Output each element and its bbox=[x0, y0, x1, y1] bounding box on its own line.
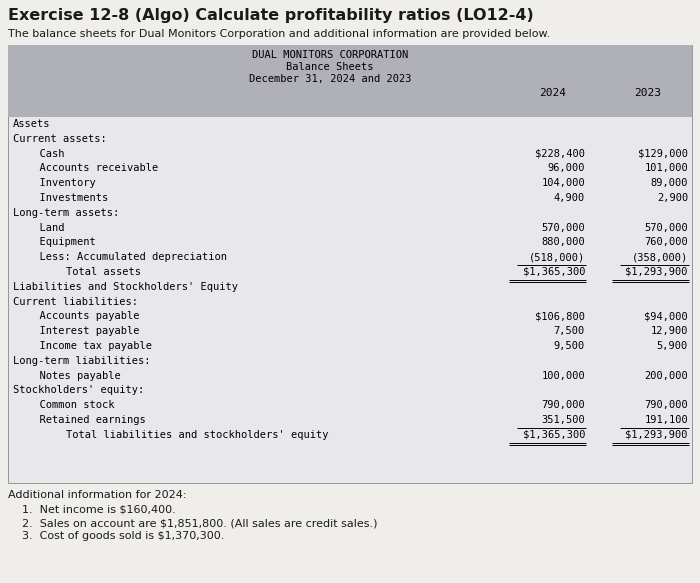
Text: 7,500: 7,500 bbox=[554, 326, 585, 336]
Text: DUAL MONITORS CORPORATION: DUAL MONITORS CORPORATION bbox=[252, 50, 408, 60]
Text: 1.  Net income is $160,400.: 1. Net income is $160,400. bbox=[22, 505, 176, 515]
Text: $1,365,300: $1,365,300 bbox=[522, 430, 585, 440]
Text: 2024: 2024 bbox=[540, 88, 566, 98]
FancyBboxPatch shape bbox=[8, 45, 692, 483]
Text: $129,000: $129,000 bbox=[638, 149, 688, 159]
Text: $1,365,300: $1,365,300 bbox=[522, 267, 585, 277]
Text: 2023: 2023 bbox=[634, 88, 662, 98]
Text: $1,293,900: $1,293,900 bbox=[626, 267, 688, 277]
Text: Long-term assets:: Long-term assets: bbox=[13, 208, 119, 218]
Text: 9,500: 9,500 bbox=[554, 341, 585, 351]
Text: (358,000): (358,000) bbox=[631, 252, 688, 262]
Text: Current assets:: Current assets: bbox=[13, 134, 106, 144]
Text: Inventory: Inventory bbox=[27, 178, 96, 188]
Text: $1,293,900: $1,293,900 bbox=[626, 430, 688, 440]
Text: 89,000: 89,000 bbox=[650, 178, 688, 188]
Text: December 31, 2024 and 2023: December 31, 2024 and 2023 bbox=[248, 74, 412, 84]
Text: Stockholders' equity:: Stockholders' equity: bbox=[13, 385, 144, 395]
Text: Land: Land bbox=[27, 223, 64, 233]
Text: 2.  Sales on account are $1,851,800. (All sales are credit sales.): 2. Sales on account are $1,851,800. (All… bbox=[22, 518, 377, 528]
Text: 4,900: 4,900 bbox=[554, 193, 585, 203]
Text: Exercise 12-8 (Algo) Calculate profitability ratios (LO12-4): Exercise 12-8 (Algo) Calculate profitabi… bbox=[8, 8, 533, 23]
Text: 570,000: 570,000 bbox=[541, 223, 585, 233]
Text: 880,000: 880,000 bbox=[541, 237, 585, 247]
Text: Equipment: Equipment bbox=[27, 237, 96, 247]
Text: Balance Sheets: Balance Sheets bbox=[286, 62, 374, 72]
Text: 5,900: 5,900 bbox=[657, 341, 688, 351]
Text: Accounts payable: Accounts payable bbox=[27, 311, 139, 321]
Text: (518,000): (518,000) bbox=[528, 252, 585, 262]
Text: Additional information for 2024:: Additional information for 2024: bbox=[8, 490, 186, 500]
Text: 760,000: 760,000 bbox=[644, 237, 688, 247]
Text: 570,000: 570,000 bbox=[644, 223, 688, 233]
Text: 101,000: 101,000 bbox=[644, 163, 688, 173]
Text: $228,400: $228,400 bbox=[535, 149, 585, 159]
Text: 3.  Cost of goods sold is $1,370,300.: 3. Cost of goods sold is $1,370,300. bbox=[22, 531, 225, 541]
Text: 104,000: 104,000 bbox=[541, 178, 585, 188]
Text: Cash: Cash bbox=[27, 149, 64, 159]
Text: Total assets: Total assets bbox=[41, 267, 141, 277]
Text: Common stock: Common stock bbox=[27, 400, 115, 410]
Text: Accounts receivable: Accounts receivable bbox=[27, 163, 158, 173]
Text: 100,000: 100,000 bbox=[541, 371, 585, 381]
Text: The balance sheets for Dual Monitors Corporation and additional information are : The balance sheets for Dual Monitors Cor… bbox=[8, 29, 550, 39]
FancyBboxPatch shape bbox=[8, 45, 692, 117]
Text: Assets: Assets bbox=[13, 119, 50, 129]
Text: Interest payable: Interest payable bbox=[27, 326, 139, 336]
Text: 191,100: 191,100 bbox=[644, 415, 688, 425]
Text: 790,000: 790,000 bbox=[644, 400, 688, 410]
Text: 790,000: 790,000 bbox=[541, 400, 585, 410]
Text: 200,000: 200,000 bbox=[644, 371, 688, 381]
Text: Long-term liabilities:: Long-term liabilities: bbox=[13, 356, 151, 366]
Text: $106,800: $106,800 bbox=[535, 311, 585, 321]
Text: Liabilities and Stockholders' Equity: Liabilities and Stockholders' Equity bbox=[13, 282, 238, 292]
Text: $94,000: $94,000 bbox=[644, 311, 688, 321]
Text: Total liabilities and stockholders' equity: Total liabilities and stockholders' equi… bbox=[41, 430, 328, 440]
Text: Income tax payable: Income tax payable bbox=[27, 341, 152, 351]
Text: Current liabilities:: Current liabilities: bbox=[13, 297, 138, 307]
Text: Less: Accumulated depreciation: Less: Accumulated depreciation bbox=[27, 252, 227, 262]
Text: 2,900: 2,900 bbox=[657, 193, 688, 203]
Text: Notes payable: Notes payable bbox=[27, 371, 120, 381]
Text: Retained earnings: Retained earnings bbox=[27, 415, 146, 425]
Text: Investments: Investments bbox=[27, 193, 108, 203]
Text: 12,900: 12,900 bbox=[650, 326, 688, 336]
Text: 96,000: 96,000 bbox=[547, 163, 585, 173]
Text: 351,500: 351,500 bbox=[541, 415, 585, 425]
